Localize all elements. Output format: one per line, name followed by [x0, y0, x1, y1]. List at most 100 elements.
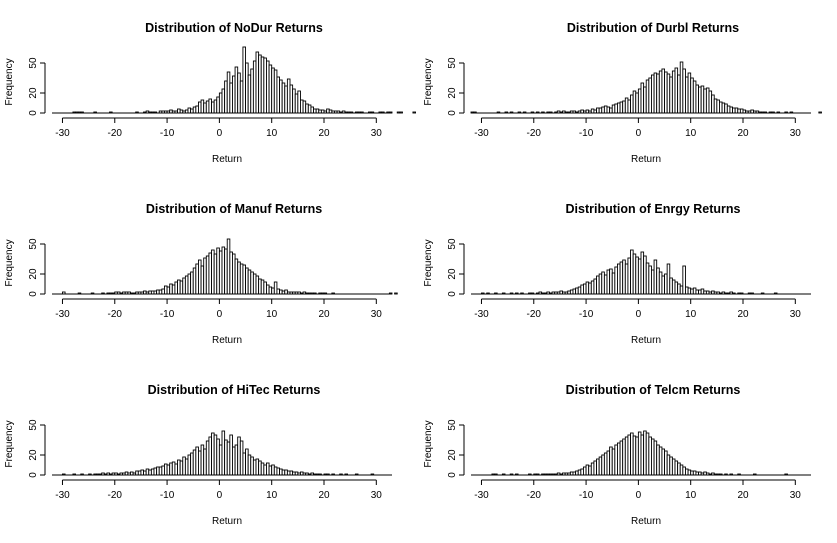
x-axis-label: Return — [212, 335, 242, 346]
x-tick-label: -30 — [55, 309, 70, 320]
histogram-bars — [62, 238, 398, 295]
histogram-bars — [481, 249, 778, 295]
histogram-bar — [399, 111, 403, 114]
x-tick-label: -10 — [579, 128, 594, 139]
y-tick-label: 50 — [28, 238, 39, 250]
y-tick-label: 20 — [28, 87, 39, 99]
y-tick-label: 50 — [28, 419, 39, 431]
y-tick-label: 20 — [447, 87, 458, 99]
x-tick-label: -20 — [108, 309, 123, 320]
x-tick-label: -10 — [579, 490, 594, 501]
y-tick-label: 50 — [447, 419, 458, 431]
y-tick-label: 20 — [28, 449, 39, 461]
x-tick-label: 0 — [636, 309, 642, 320]
x-tick-label: 0 — [217, 128, 223, 139]
x-axis-label: Return — [631, 335, 661, 346]
chart-panel-durbl: Distribution of Durbl Returns -30 -20 -10 0 1… — [419, 0, 837, 181]
chart-title: Distribution of Enrgy Returns — [566, 202, 741, 216]
chart-panel-hitec: Distribution of HiTec Returns -30 -20 -10 0 1… — [0, 362, 418, 543]
chart-svg-hitec: Distribution of HiTec Returns -30 -20 -10 0 1… — [4, 383, 392, 527]
y-tick-label: 20 — [447, 268, 458, 280]
y-tick-label: 0 — [447, 110, 458, 116]
x-tick-label: 30 — [371, 309, 383, 320]
y-tick-label: 50 — [447, 238, 458, 250]
chart-svg-manuf: Distribution of Manuf Returns -30 -20 -10 0 1… — [4, 202, 398, 346]
chart-panel-nodur: Distribution of NoDur Returns -30 -20 -10 0 1… — [0, 0, 418, 181]
chart-svg-telcm: Distribution of Telcm Returns -30 -20 -10 0 1… — [423, 383, 811, 527]
x-tick-label: 20 — [318, 490, 330, 501]
x-tick-label: 10 — [266, 490, 278, 501]
x-tick-label: -10 — [160, 309, 175, 320]
y-tick-label: 0 — [447, 472, 458, 478]
x-tick-label: 20 — [737, 490, 749, 501]
x-tick-label: -30 — [55, 128, 70, 139]
histogram-bars — [470, 61, 822, 114]
y-axis-label: Frequency — [423, 58, 434, 105]
chart-title: Distribution of Durbl Returns — [567, 21, 739, 35]
y-tick-label: 0 — [28, 291, 39, 297]
y-axis-label: Frequency — [423, 420, 434, 467]
histogram-bars — [62, 430, 375, 476]
x-tick-label: -10 — [160, 490, 175, 501]
x-axis-label: Return — [631, 154, 661, 165]
x-tick-label: -10 — [160, 128, 175, 139]
y-tick-label: 0 — [447, 291, 458, 297]
x-tick-label: 10 — [685, 309, 697, 320]
x-tick-label: 30 — [790, 490, 802, 501]
x-tick-label: -30 — [474, 128, 489, 139]
x-tick-label: 30 — [371, 490, 383, 501]
histogram-bar — [412, 111, 416, 114]
x-tick-label: -30 — [474, 490, 489, 501]
x-tick-label: -20 — [527, 128, 542, 139]
histogram-bar — [394, 292, 398, 295]
x-tick-label: 10 — [685, 128, 697, 139]
x-tick-label: -30 — [55, 490, 70, 501]
chart-panel-enrgy: Distribution of Enrgy Returns -30 -20 -10 0 1… — [419, 181, 837, 362]
y-tick-label: 20 — [28, 268, 39, 280]
x-tick-label: -20 — [527, 490, 542, 501]
x-tick-label: 30 — [790, 309, 802, 320]
x-tick-label: 0 — [636, 128, 642, 139]
y-tick-label: 50 — [447, 57, 458, 69]
chart-title: Distribution of HiTec Returns — [148, 383, 321, 397]
x-tick-label: 30 — [371, 128, 383, 139]
x-tick-label: -20 — [108, 490, 123, 501]
x-tick-label: 0 — [217, 490, 223, 501]
x-tick-label: -20 — [108, 128, 123, 139]
histogram-bars — [491, 430, 788, 476]
histogram-bar — [818, 111, 822, 114]
x-tick-label: 20 — [737, 309, 749, 320]
chart-title: Distribution of Telcm Returns — [566, 383, 741, 397]
x-tick-label: 20 — [737, 128, 749, 139]
y-tick-label: 0 — [28, 110, 39, 116]
x-axis-label: Return — [212, 516, 242, 527]
x-axis-label: Return — [631, 516, 661, 527]
y-axis-label: Frequency — [423, 239, 434, 286]
chart-svg-durbl: Distribution of Durbl Returns -30 -20 -10 0 1… — [423, 21, 822, 165]
x-tick-label: 10 — [266, 128, 278, 139]
x-axis-label: Return — [212, 154, 242, 165]
x-tick-label: 20 — [318, 309, 330, 320]
chart-panel-manuf: Distribution of Manuf Returns -30 -20 -10 0 1… — [0, 181, 418, 362]
chart-svg-nodur: Distribution of NoDur Returns -30 -20 -10 0 1… — [4, 21, 416, 165]
x-tick-label: 0 — [217, 309, 223, 320]
x-tick-label: 30 — [790, 128, 802, 139]
chart-svg-enrgy: Distribution of Enrgy Returns -30 -20 -10 0 1… — [423, 202, 811, 346]
x-tick-label: 10 — [685, 490, 697, 501]
y-tick-label: 20 — [447, 449, 458, 461]
x-tick-label: 0 — [636, 490, 642, 501]
x-tick-label: -20 — [527, 309, 542, 320]
y-axis-label: Frequency — [4, 58, 15, 105]
x-tick-label: 20 — [318, 128, 330, 139]
chart-panel-telcm: Distribution of Telcm Returns -30 -20 -10 0 1… — [419, 362, 837, 543]
chart-title: Distribution of NoDur Returns — [145, 21, 323, 35]
histogram-bars — [72, 46, 416, 114]
x-tick-label: 10 — [266, 309, 278, 320]
y-tick-label: 50 — [28, 57, 39, 69]
x-tick-label: -10 — [579, 309, 594, 320]
x-tick-label: -30 — [474, 309, 489, 320]
chart-title: Distribution of Manuf Returns — [146, 202, 322, 216]
y-tick-label: 0 — [28, 472, 39, 478]
y-axis-label: Frequency — [4, 420, 15, 467]
